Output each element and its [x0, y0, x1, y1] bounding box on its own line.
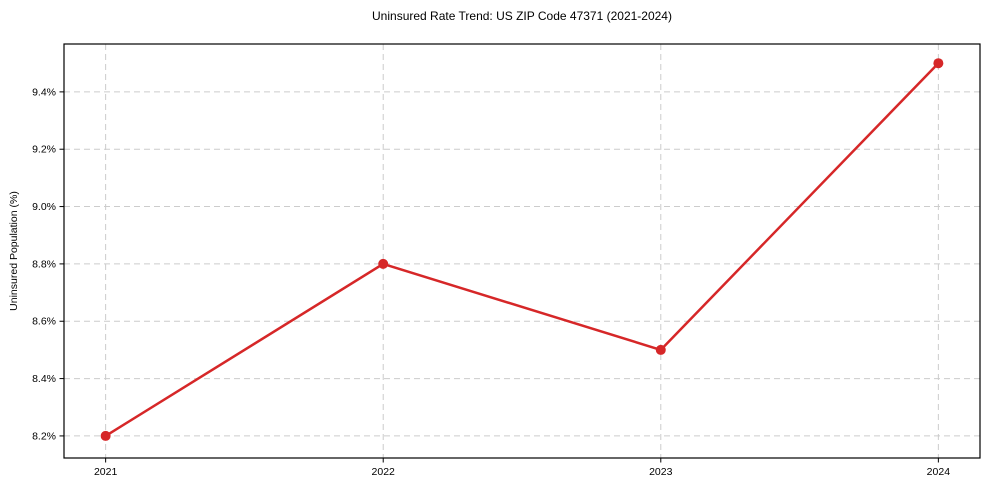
x-tick-label: 2022: [372, 466, 396, 478]
y-axis-label: Uninsured Population (%): [8, 191, 20, 311]
y-tick-label: 8.8%: [32, 258, 56, 270]
data-point: [378, 258, 389, 269]
x-tick-label: 2023: [649, 466, 673, 478]
plot-border: [63, 43, 981, 459]
x-tick-label: 2021: [94, 466, 118, 478]
y-tick-label: 9.4%: [32, 86, 56, 98]
chart-title: Uninsured Rate Trend: US ZIP Code 47371 …: [372, 9, 672, 23]
x-tick-label: 2024: [927, 466, 951, 478]
y-tick-label: 9.0%: [32, 201, 56, 213]
y-tick-label: 9.2%: [32, 144, 56, 156]
data-point: [100, 430, 111, 441]
y-tick-label: 8.2%: [32, 430, 56, 442]
y-tick-label: 8.4%: [32, 373, 56, 385]
data-point: [655, 344, 666, 355]
y-tick-label: 8.6%: [32, 316, 56, 328]
data-point: [933, 58, 944, 69]
trend-line: [104, 61, 940, 438]
